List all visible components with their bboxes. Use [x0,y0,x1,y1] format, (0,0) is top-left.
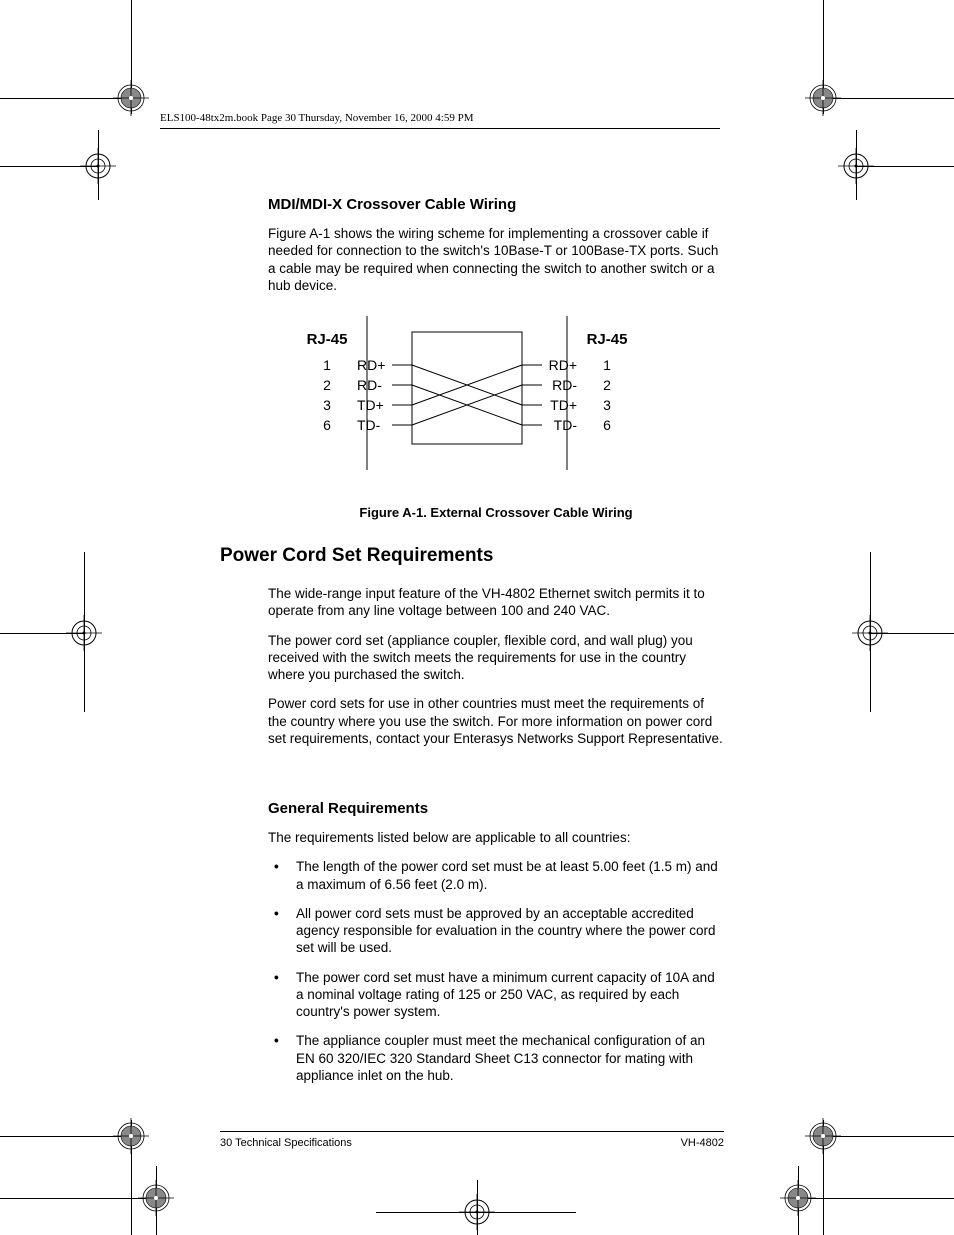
svg-text:3: 3 [323,397,331,413]
crop-line [798,1198,954,1199]
general-req-heading: General Requirements [268,800,724,817]
general-req-intro: The requirements listed below are applic… [268,829,724,846]
mdi-heading: MDI/MDI-X Crossover Cable Wiring [268,196,724,213]
svg-text:2: 2 [603,377,611,393]
svg-text:TD-: TD- [554,417,578,433]
svg-text:RD+: RD+ [549,357,577,373]
svg-text:6: 6 [603,417,611,433]
mdi-para: Figure A-1 shows the wiring scheme for i… [268,225,724,294]
header-rule [160,128,720,129]
registration-mark [805,80,841,116]
registration-mark [113,1118,149,1154]
registration-mark [459,1194,495,1230]
crossover-diagram: RJ-45 RJ-45 1 2 3 6 RD+ RD- TD+ TD- RD+ … [302,310,632,490]
registration-mark [852,615,888,651]
req-item: All power cord sets must be approved by … [268,905,724,957]
svg-text:6: 6 [323,417,331,433]
power-p3: Power cord sets for use in other countri… [268,695,724,747]
crop-line [0,98,130,99]
requirements-list: The length of the power cord set must be… [268,858,724,1084]
registration-mark [838,148,874,184]
book-header: ELS100-48tx2m.book Page 30 Thursday, Nov… [160,112,473,124]
crop-line [0,1198,156,1199]
registration-mark [113,80,149,116]
svg-text:RJ-45: RJ-45 [307,331,348,348]
svg-text:RD+: RD+ [357,357,385,373]
figure-caption: Figure A-1. External Crossover Cable Wir… [268,505,724,520]
req-item: The length of the power cord set must be… [268,858,724,893]
svg-text:3: 3 [603,397,611,413]
crop-line [824,98,954,99]
svg-text:RJ-45: RJ-45 [587,331,628,348]
power-p1: The wide-range input feature of the VH-4… [268,585,724,620]
footer-rule [220,1131,724,1132]
svg-text:TD+: TD+ [550,397,577,413]
crop-line [0,1136,130,1137]
svg-text:TD-: TD- [357,417,381,433]
svg-text:2: 2 [323,377,331,393]
req-item: The appliance coupler must meet the mech… [268,1032,724,1084]
registration-mark [780,1180,816,1216]
registration-mark [80,148,116,184]
svg-text:RD-: RD- [552,377,577,393]
registration-mark [138,1180,174,1216]
registration-mark [805,1118,841,1154]
registration-mark [66,615,102,651]
svg-text:RD-: RD- [357,377,382,393]
footer-left: 30 Technical Specifications [220,1137,352,1149]
footer-right: VH-4802 [681,1137,724,1149]
svg-text:1: 1 [323,357,331,373]
power-p2: The power cord set (appliance coupler, f… [268,632,724,684]
svg-text:TD+: TD+ [357,397,384,413]
power-cord-heading: Power Cord Set Requirements [220,545,724,567]
req-item: The power cord set must have a minimum c… [268,969,724,1021]
crop-line [824,1136,954,1137]
svg-text:1: 1 [603,357,611,373]
